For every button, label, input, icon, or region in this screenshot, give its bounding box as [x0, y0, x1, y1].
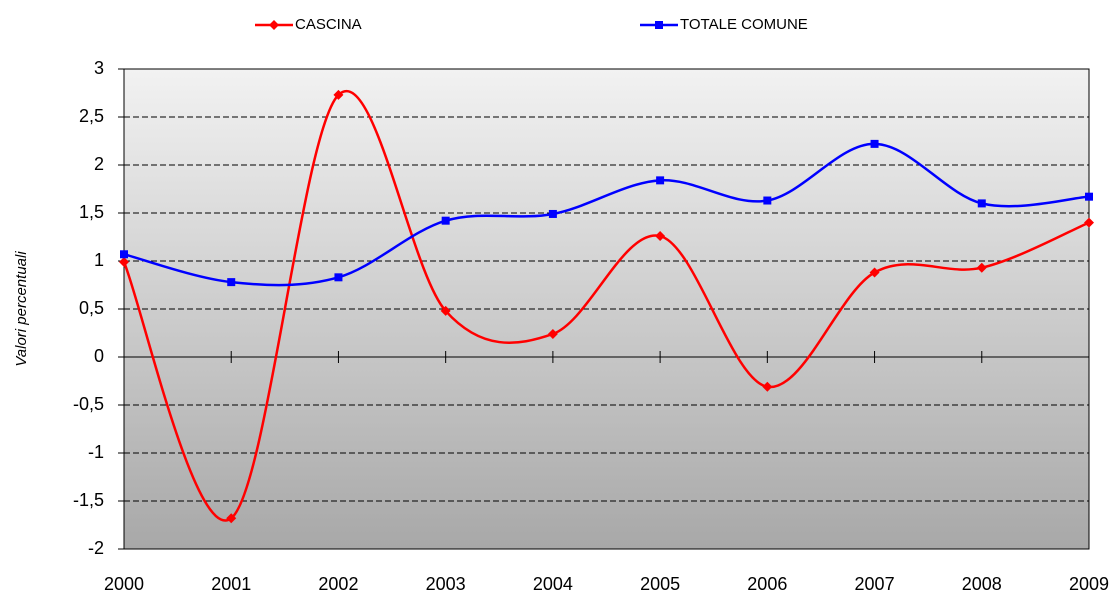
- point: [1085, 192, 1093, 201]
- x-tick-label: 2007: [855, 574, 895, 594]
- point: [120, 250, 128, 259]
- y-tick-label: -2: [88, 538, 104, 558]
- point: [548, 209, 557, 218]
- y-tick-label: -1,5: [73, 490, 104, 510]
- x-tick-label: 2002: [318, 574, 358, 594]
- x-tick-label: 2005: [640, 574, 680, 594]
- y-axis-label: Valori percentuali: [13, 251, 30, 367]
- point: [763, 196, 772, 205]
- point: [656, 176, 665, 185]
- point: [976, 262, 987, 273]
- y-tick-label: -1: [88, 442, 104, 462]
- legend-label: CASCINA: [295, 16, 362, 33]
- x-tick-label: 2006: [747, 574, 787, 594]
- legend-marker: [269, 20, 279, 30]
- y-tick-label: 0,5: [79, 298, 104, 318]
- point: [870, 139, 879, 148]
- legend-label: TOTALE COMUNE: [680, 16, 808, 33]
- y-tick-label: 2,5: [79, 106, 104, 126]
- x-tick-label: 2009: [1069, 574, 1109, 594]
- x-tick-label: 2001: [211, 574, 251, 594]
- y-tick-label: 0: [94, 346, 104, 366]
- point: [655, 231, 666, 242]
- point: [762, 381, 773, 392]
- plot-border: [123, 68, 1090, 550]
- x-tick-label: 2008: [962, 574, 1002, 594]
- y-tick-label: 2: [94, 154, 104, 174]
- point: [441, 216, 450, 225]
- point: [977, 199, 986, 208]
- point: [227, 278, 236, 287]
- y-tick-label: 1: [94, 250, 104, 270]
- point: [440, 305, 451, 316]
- legend-marker: [655, 21, 663, 29]
- point: [547, 328, 558, 339]
- y-tick-label: 1,5: [79, 202, 104, 222]
- point: [226, 513, 237, 524]
- y-tick-label: 3: [94, 58, 104, 78]
- y-tick-label: -0,5: [73, 394, 104, 414]
- x-tick-label: 2003: [426, 574, 466, 594]
- series-line: [123, 142, 1090, 287]
- point: [869, 267, 880, 278]
- point: [1084, 217, 1094, 228]
- x-tick-label: 2004: [533, 574, 573, 594]
- point: [119, 256, 129, 267]
- point: [334, 273, 343, 282]
- point: [333, 89, 344, 100]
- x-tick-label: 2000: [104, 574, 144, 594]
